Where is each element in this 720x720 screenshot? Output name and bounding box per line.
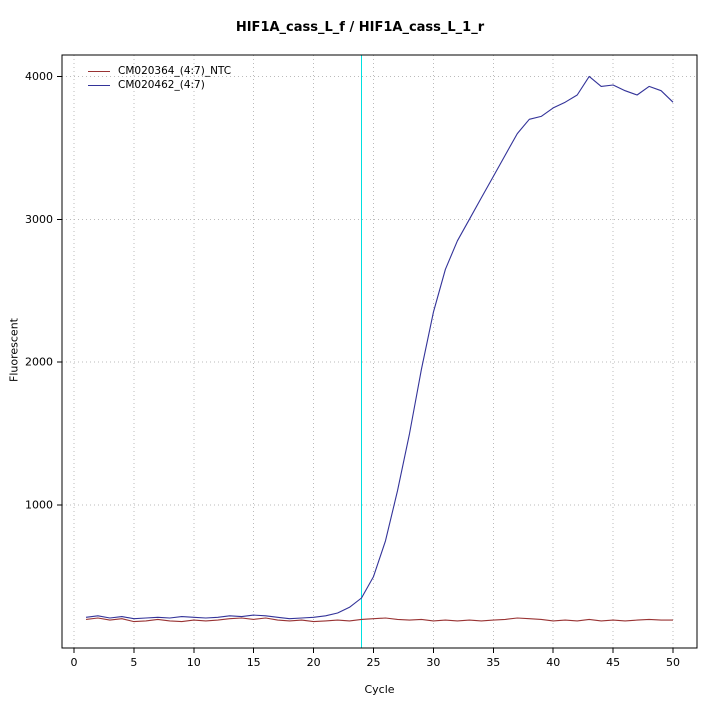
svg-text:25: 25 (367, 656, 381, 669)
legend-line-icon (88, 70, 110, 72)
svg-text:45: 45 (606, 656, 620, 669)
legend-line-icon (88, 84, 110, 86)
svg-text:0: 0 (70, 656, 77, 669)
legend: CM020364_(4:7)_NTC CM020462_(4:7) (88, 64, 231, 92)
svg-text:1000: 1000 (25, 499, 53, 512)
legend-label-sample: CM020462_(4:7) (118, 79, 205, 91)
svg-text:50: 50 (666, 656, 680, 669)
legend-item-sample: CM020462_(4:7) (88, 78, 231, 92)
y-axis-label: Fluorescent (7, 318, 21, 382)
chart-title: HIF1A_cass_L_f / HIF1A_cass_L_1_r (235, 20, 485, 35)
legend-label-ntc: CM020364_(4:7)_NTC (118, 65, 232, 77)
svg-text:3000: 3000 (25, 213, 53, 226)
svg-text:40: 40 (546, 656, 560, 669)
svg-text:10: 10 (187, 656, 201, 669)
legend-item-ntc: CM020364_(4:7)_NTC (88, 64, 231, 78)
svg-text:20: 20 (307, 656, 321, 669)
x-axis-label: Cycle (364, 683, 395, 696)
svg-text:4000: 4000 (25, 70, 53, 83)
svg-text:35: 35 (486, 656, 500, 669)
svg-text:30: 30 (426, 656, 440, 669)
svg-text:2000: 2000 (25, 356, 53, 369)
svg-text:5: 5 (130, 656, 137, 669)
svg-text:15: 15 (247, 656, 261, 669)
